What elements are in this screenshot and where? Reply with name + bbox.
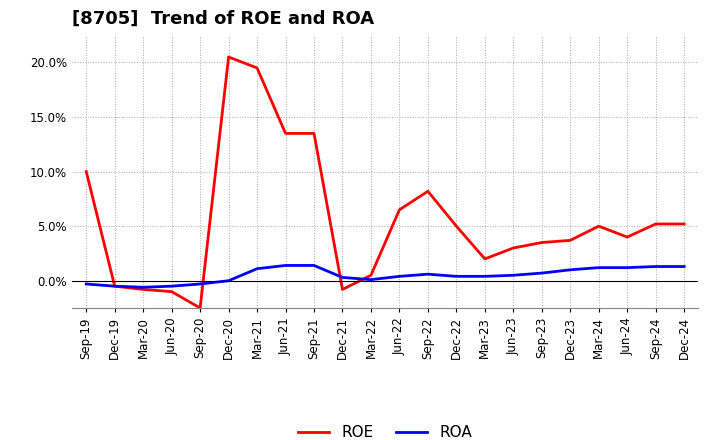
- ROE: [110, 283, 119, 289]
- ROA: [82, 281, 91, 286]
- ROA: [423, 271, 432, 277]
- Text: [8705]  Trend of ROE and ROA: [8705] Trend of ROE and ROA: [72, 10, 374, 28]
- ROA: [652, 264, 660, 269]
- ROE: [310, 131, 318, 136]
- Legend: ROE, ROA: ROE, ROA: [292, 419, 478, 440]
- ROA: [395, 274, 404, 279]
- ROA: [566, 267, 575, 272]
- ROE: [423, 189, 432, 194]
- ROE: [338, 287, 347, 292]
- ROA: [167, 283, 176, 289]
- ROE: [139, 287, 148, 292]
- ROE: [366, 273, 375, 278]
- ROE: [253, 65, 261, 70]
- ROE: [452, 224, 461, 229]
- ROA: [253, 266, 261, 271]
- ROA: [509, 273, 518, 278]
- ROA: [139, 285, 148, 290]
- ROA: [225, 278, 233, 283]
- ROE: [595, 224, 603, 229]
- ROE: [652, 221, 660, 227]
- ROE: [680, 221, 688, 227]
- ROA: [196, 281, 204, 286]
- ROE: [82, 169, 91, 174]
- ROE: [225, 55, 233, 60]
- ROA: [282, 263, 290, 268]
- ROA: [623, 265, 631, 270]
- ROA: [310, 263, 318, 268]
- ROA: [537, 271, 546, 276]
- Line: ROA: ROA: [86, 265, 684, 287]
- ROA: [338, 275, 347, 280]
- ROA: [680, 264, 688, 269]
- ROE: [623, 235, 631, 240]
- ROA: [595, 265, 603, 270]
- ROE: [480, 256, 489, 261]
- ROE: [282, 131, 290, 136]
- ROE: [537, 240, 546, 245]
- ROA: [110, 283, 119, 289]
- Line: ROE: ROE: [86, 57, 684, 308]
- ROE: [167, 289, 176, 294]
- ROE: [509, 246, 518, 251]
- ROA: [452, 274, 461, 279]
- ROE: [196, 305, 204, 311]
- ROA: [480, 274, 489, 279]
- ROA: [366, 277, 375, 282]
- ROE: [395, 207, 404, 213]
- ROE: [566, 238, 575, 243]
